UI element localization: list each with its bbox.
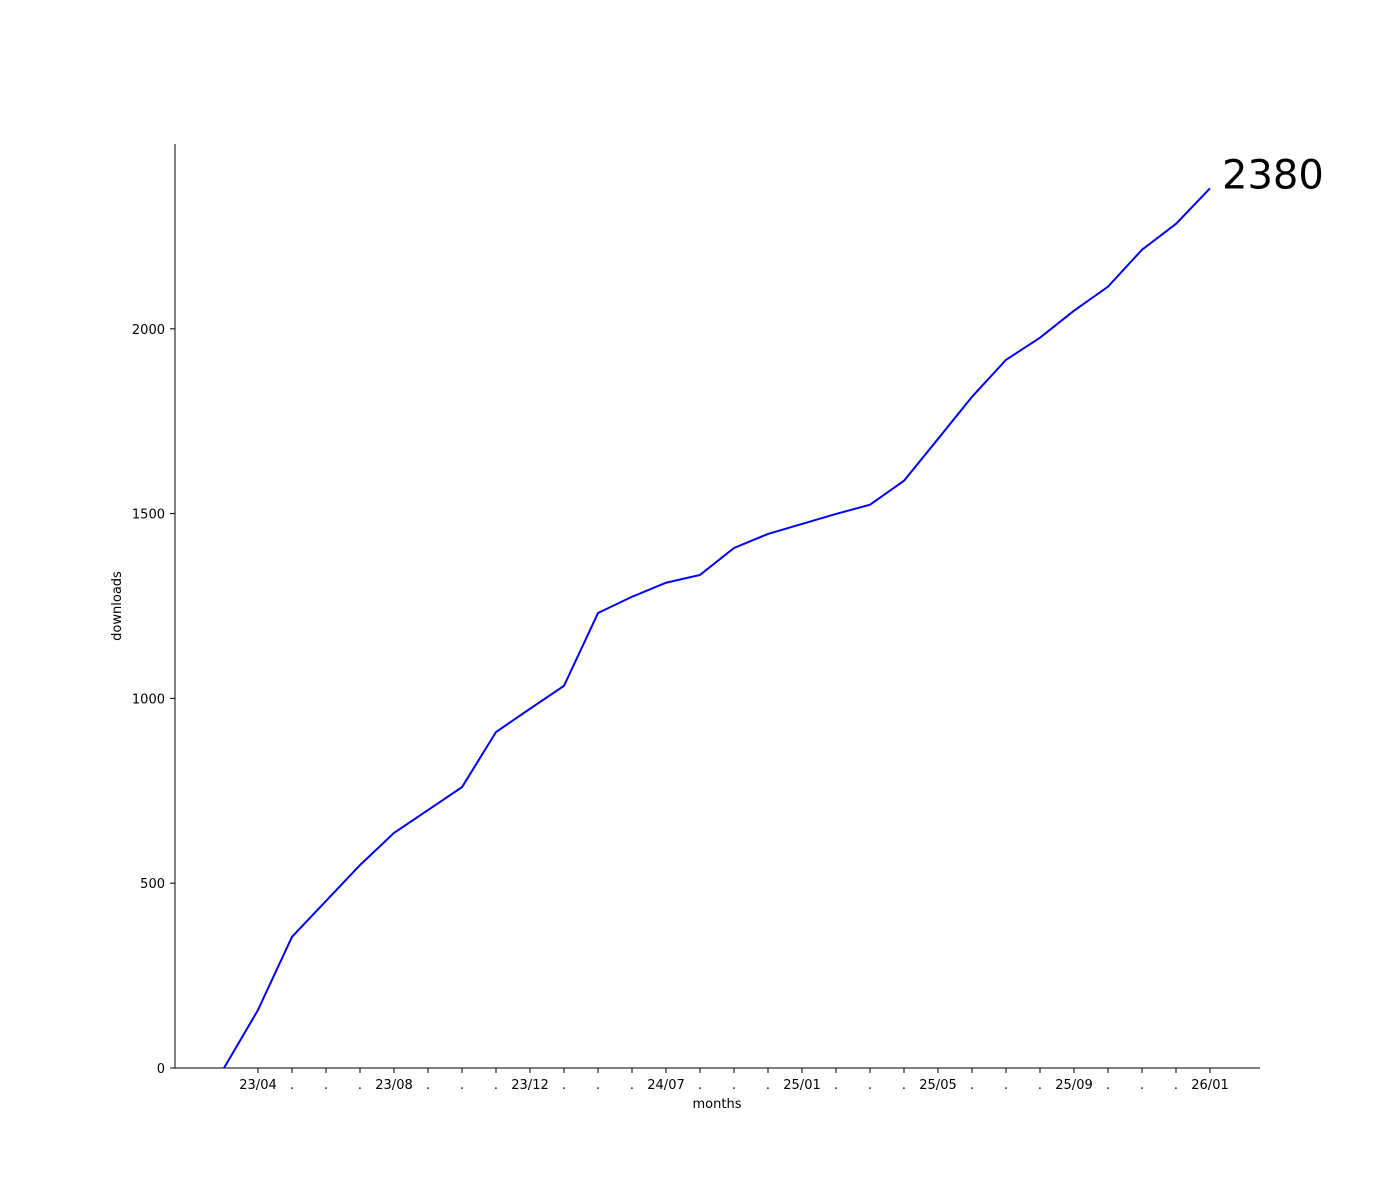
y-tick-label: 2000 <box>132 323 165 338</box>
x-tick-label: 23/08 <box>375 1078 412 1093</box>
x-tick-label: . <box>494 1078 498 1093</box>
line <box>223 187 1211 1069</box>
x-tick-label: . <box>1106 1078 1110 1093</box>
x-tick-label: . <box>290 1078 294 1093</box>
x-tick-label: . <box>358 1078 362 1093</box>
y-tick-label: 0 <box>157 1062 165 1077</box>
x-tick-label: . <box>732 1078 736 1093</box>
x-tick-label: . <box>1038 1078 1042 1093</box>
x-tick-label: . <box>834 1078 838 1093</box>
x-tick-label: . <box>698 1078 702 1093</box>
x-tick-label: . <box>970 1078 974 1093</box>
x-tick-label: . <box>1174 1078 1178 1093</box>
x-tick-label: . <box>902 1078 906 1093</box>
x-tick-label: 23/12 <box>511 1078 548 1093</box>
x-tick-label: . <box>766 1078 770 1093</box>
x-tick-label: 25/05 <box>919 1078 956 1093</box>
y-tick-label: 500 <box>140 877 165 892</box>
x-tick-label: 25/01 <box>783 1078 820 1093</box>
y-axis-label: downloads <box>110 571 125 641</box>
x-tick-label: . <box>324 1078 328 1093</box>
y-tick-label: 1500 <box>132 508 165 523</box>
x-tick-label: . <box>868 1078 872 1093</box>
x-tick-label: . <box>1140 1078 1144 1093</box>
x-tick-label: 24/07 <box>647 1078 684 1093</box>
y-tick-label: 1000 <box>132 692 165 707</box>
x-tick-label: . <box>460 1078 464 1093</box>
x-tick-label: . <box>1004 1078 1008 1093</box>
x-tick-label: . <box>426 1078 430 1093</box>
x-tick-label: 23/04 <box>239 1078 276 1093</box>
x-tick-label: 25/09 <box>1055 1078 1092 1093</box>
x-tick-label: 26/01 <box>1191 1078 1228 1093</box>
x-tick-label: . <box>596 1078 600 1093</box>
data-label: 2380 <box>1222 152 1324 198</box>
x-axis-label: months <box>693 1097 742 1112</box>
x-tick-label: . <box>630 1078 634 1093</box>
x-tick-label: . <box>562 1078 566 1093</box>
